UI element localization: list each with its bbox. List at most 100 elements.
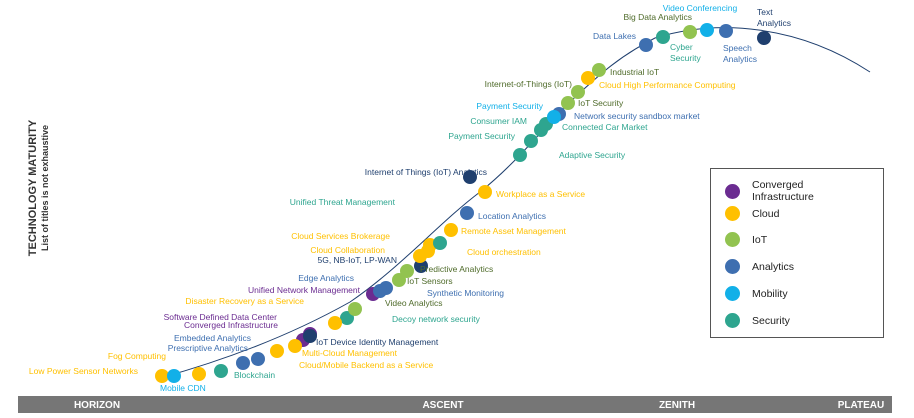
label-predictive-analytics-19: Predictive Analytics (420, 264, 493, 274)
phase-ascent: ASCENT (422, 400, 463, 411)
point-iot-device-identity-management-10 (303, 329, 317, 343)
point-text-analytics-43 (757, 31, 771, 45)
legend-label-cloud: Cloud (752, 207, 780, 220)
label-decoy-network-security-11: Decoy network security (392, 314, 481, 324)
point-iot-security-34 (561, 96, 575, 110)
category-legend: Converged Infrastructure Cloud IoT Analy… (710, 168, 884, 338)
y-axis-title-main: TECHNOLOGY MATURITY (27, 119, 39, 256)
point-mobile-cdn-1 (167, 369, 181, 383)
point-blockchain-3 (214, 364, 228, 378)
label-adaptive-security-28: Adaptive Security (559, 150, 626, 160)
legend-dot-converged (725, 183, 740, 199)
label-software-defined-data-center-8: Software Defined Data Center (164, 312, 278, 322)
legend-dot-iot (725, 232, 740, 247)
label-remote-asset-management-23: Remote Asset Management (461, 226, 567, 236)
legend-item-security: Security (725, 313, 790, 328)
label-disaster-recovery-as-a-service-12: Disaster Recovery as a Service (185, 296, 304, 306)
point-big-data-analytics-40 (683, 25, 697, 39)
point-location-analytics-25 (460, 206, 474, 220)
label-video-conferencing-41: Video Conferencing (663, 3, 738, 13)
point-payment-security-29 (524, 134, 538, 148)
y-axis-title: TECHNOLOGY MATURITY List of titles is no… (27, 119, 50, 256)
label-fog-computing-2: Fog Computing (108, 351, 166, 361)
point-speech-analytics-42 (719, 24, 733, 38)
phase-bar: HORIZON ASCENT ZENITH PLATEAU (18, 396, 892, 413)
label-industrial-iot-37: Industrial IoT (610, 67, 659, 77)
phase-zenith: ZENITH (659, 400, 695, 411)
point-unified-threat-management-24 (433, 236, 447, 250)
legend-label-mobility: Mobility (752, 287, 788, 300)
point-remote-asset-management-23 (444, 223, 458, 237)
phase-bar-background (18, 396, 892, 413)
label-text-analytics-43: Text Analytics (757, 7, 791, 28)
label-big-data-analytics-40: Big Data Analytics (623, 12, 692, 22)
label-cloud-services-brokerage-22: Cloud Services Brokerage (291, 231, 390, 241)
legend-item-iot: IoT (725, 232, 767, 247)
label-low-power-sensor-networks-0: Low Power Sensor Networks (29, 366, 138, 376)
legend-item-converged: Converged Infrastructure (725, 179, 814, 203)
label-location-analytics-25: Location Analytics (478, 211, 546, 221)
legend-item-cloud: Cloud (725, 206, 779, 221)
label-iot-security-34: IoT Security (578, 98, 624, 108)
y-axis-title-sub: List of titles is not exhaustive (40, 125, 50, 251)
label-payment-security-33: Payment Security (476, 101, 543, 111)
legend-dot-mobility (725, 286, 740, 301)
point-synthetic-monitoring-16 (373, 284, 387, 298)
label-mobile-cdn-1: Mobile CDN (160, 383, 206, 393)
legend-label-security: Security (752, 314, 790, 327)
phase-plateau: PLATEAU (838, 400, 884, 411)
point-data-lakes-38 (639, 38, 653, 52)
label-consumer-iam-31: Consumer IAM (470, 116, 527, 126)
legend-dot-security (725, 313, 740, 328)
label-iot-sensors-17: IoT Sensors (407, 276, 453, 286)
label-network-security-sandbox-market-32: Network security sandbox market (574, 111, 700, 121)
label-cloud-collaboration-20: Cloud Collaboration (310, 245, 385, 255)
point-iot-sensors-17 (392, 273, 406, 287)
label-internet-of-things-iot-35: Internet-of-Things (IoT) (485, 79, 573, 89)
point-disaster-recovery-as-a-service-12 (328, 316, 342, 330)
technology-points: Low Power Sensor Networks Mobile CDN Fog C… (29, 3, 791, 393)
label-speech-analytics-42: Speech Analytics (723, 43, 757, 64)
point-cloud-high-performance-computing-36 (581, 71, 595, 85)
point-low-power-sensor-networks-0 (155, 369, 169, 383)
point-embedded-analytics-5 (251, 352, 265, 366)
label-prescriptive-analytics-4: Prescriptive Analytics (168, 343, 248, 353)
legend-item-mobility: Mobility (725, 286, 788, 301)
label-internet-of-things-iot-analytics-27: Internet of Things (IoT) Analytics (365, 167, 487, 177)
legend-label-analytics: Analytics (752, 260, 795, 273)
legend-label-converged: Converged Infrastructure (752, 179, 814, 203)
label-unified-threat-management-24: Unified Threat Management (290, 197, 396, 207)
point-predictive-analytics-19 (400, 264, 414, 278)
label-cloud-high-performance-computing-36: Cloud High Performance Computing (599, 80, 736, 90)
point-adaptive-security-28 (513, 148, 527, 162)
point-video-conferencing-41 (700, 23, 714, 37)
label-embedded-analytics-5: Embedded Analytics (174, 333, 251, 343)
point-cyber-security-39 (656, 30, 670, 44)
label-payment-security-29: Payment Security (448, 131, 515, 141)
point-cloud-mobile-backend-as-a-service-6 (270, 344, 284, 358)
label-converged-infrastructure-7: Converged Infrastructure (184, 320, 278, 330)
legend-dot-analytics (725, 259, 740, 274)
label-connected-car-market-30: Connected Car Market (562, 122, 648, 132)
point-fog-computing-2 (192, 367, 206, 381)
label-edge-analytics-15: Edge Analytics (298, 273, 354, 283)
point-video-analytics-14 (348, 302, 362, 316)
point-internet-of-things-iot-35 (571, 85, 585, 99)
label-5g-nb-iot-lp-wan-18: 5G, NB-IoT, LP-WAN (317, 255, 397, 265)
point-industrial-iot-37 (592, 63, 606, 77)
label-video-analytics-14: Video Analytics (385, 298, 443, 308)
phase-horizon: HORIZON (74, 400, 120, 411)
point-internet-of-things-iot-analytics-27 (463, 170, 477, 184)
label-blockchain-3: Blockchain (234, 370, 275, 380)
point-workplace-as-a-service-26 (478, 185, 492, 199)
legend-label-iot: IoT (752, 233, 768, 246)
point-multi-cloud-management-9 (288, 339, 302, 353)
legend-item-analytics: Analytics (725, 259, 794, 274)
point-payment-security-33 (547, 110, 561, 124)
label-iot-device-identity-management-10: IoT Device Identity Management (316, 337, 439, 347)
label-cloud-mobile-backend-as-a-service-6: Cloud/Mobile Backend as a Service (299, 360, 433, 370)
label-cloud-orchestration-21: Cloud orchestration (467, 247, 541, 257)
label-data-lakes-38: Data Lakes (593, 31, 636, 41)
label-unified-network-management-13: Unified Network Management (248, 285, 361, 295)
label-workplace-as-a-service-26: Workplace as a Service (496, 189, 585, 199)
